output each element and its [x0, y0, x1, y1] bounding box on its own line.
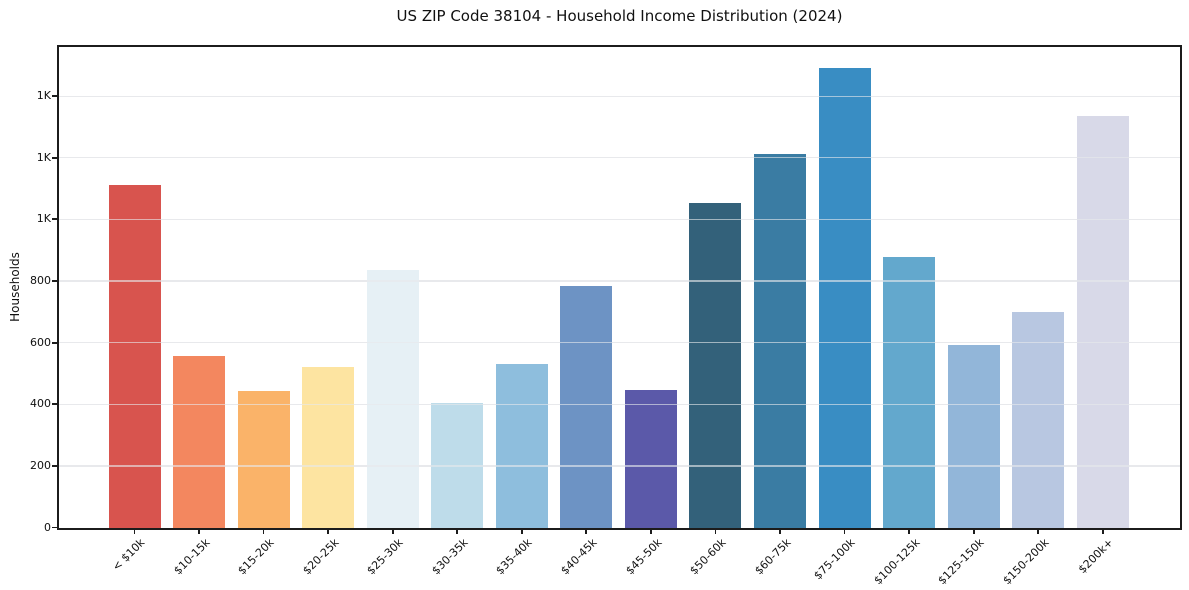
bar — [1076, 116, 1129, 528]
y-tick-mark — [52, 403, 57, 406]
y-tick-label: 800 — [30, 273, 51, 287]
y-tick-label: 1K — [36, 212, 51, 226]
bar — [302, 366, 355, 528]
bar — [560, 285, 613, 528]
y-tick-mark — [52, 156, 57, 159]
x-tick-mark — [327, 529, 330, 534]
bar — [237, 390, 290, 528]
y-tick-label: 0 — [44, 520, 51, 534]
x-tick-label: $40-45k — [558, 536, 600, 578]
x-tick-mark — [650, 529, 652, 534]
chart-title: US ZIP Code 38104 - Household Income Dis… — [396, 7, 843, 25]
bar — [366, 269, 419, 528]
gridlines-overlay — [59, 47, 1180, 528]
x-tick-mark — [972, 529, 975, 534]
y-tick-label: 400 — [30, 397, 51, 411]
x-tick-mark — [520, 529, 523, 534]
bar — [108, 184, 161, 528]
y-tick-mark — [52, 341, 57, 344]
gridline-overlay — [59, 465, 1180, 467]
x-tick-label: $60-75k — [751, 536, 794, 578]
y-tick-mark — [52, 280, 57, 282]
y-tick-mark — [52, 526, 57, 529]
bar — [173, 356, 226, 528]
gridline-overlay — [59, 157, 1180, 159]
x-tick-mark — [133, 529, 136, 534]
x-tick-mark — [1037, 529, 1040, 534]
bar — [624, 390, 677, 528]
x-tick-label: $30-35k — [429, 536, 471, 578]
bar — [431, 403, 484, 528]
gridline-overlay — [59, 342, 1180, 344]
gridline-overlay — [59, 280, 1180, 282]
x-tick-mark — [391, 529, 394, 534]
x-tick-label: $25-30k — [364, 536, 406, 578]
x-tick-label: $15-20k — [235, 536, 277, 578]
gridline-overlay — [59, 95, 1180, 97]
y-tick-mark — [52, 464, 57, 467]
y-tick-label: 1K — [36, 89, 51, 103]
gridline-overlay — [59, 218, 1180, 221]
y-tick-mark — [52, 95, 57, 97]
x-tick-label: $75-100k — [811, 536, 858, 583]
x-tick-mark — [779, 529, 781, 534]
x-tick-label: $35-40k — [493, 536, 536, 578]
bar — [818, 68, 871, 528]
bars-layer — [59, 47, 1180, 528]
plot-area — [57, 44, 1182, 530]
x-tick-label: $125-150k — [935, 536, 987, 588]
bar — [1012, 312, 1065, 528]
x-tick-mark — [1101, 529, 1104, 534]
y-tick-label: 1K — [36, 150, 51, 164]
x-tick-label: $20-25k — [300, 536, 342, 578]
bar — [495, 363, 548, 528]
x-tick-label: $10-15k — [170, 536, 213, 578]
gridline-overlay — [59, 403, 1180, 405]
x-tick-label: $100-125k — [871, 536, 923, 588]
x-tick-label: < $10k — [110, 536, 148, 574]
x-tick-mark — [714, 529, 717, 534]
x-tick-label: $200k+ — [1075, 536, 1116, 577]
bar — [883, 256, 936, 528]
x-tick-mark — [262, 529, 265, 534]
x-tick-label: $150-200k — [1000, 536, 1052, 588]
x-tick-mark — [456, 529, 459, 534]
y-tick-label: 600 — [30, 335, 51, 349]
y-tick-mark — [52, 218, 57, 221]
x-tick-mark — [585, 529, 588, 534]
x-tick-mark — [843, 529, 846, 534]
x-tick-label: $45-50k — [622, 536, 665, 578]
x-tick-mark — [198, 529, 200, 534]
bar — [689, 203, 742, 528]
x-tick-mark — [908, 529, 910, 534]
y-tick-label: 200 — [30, 458, 51, 472]
bar — [947, 345, 1000, 528]
x-tick-label: $50-60k — [687, 536, 729, 578]
